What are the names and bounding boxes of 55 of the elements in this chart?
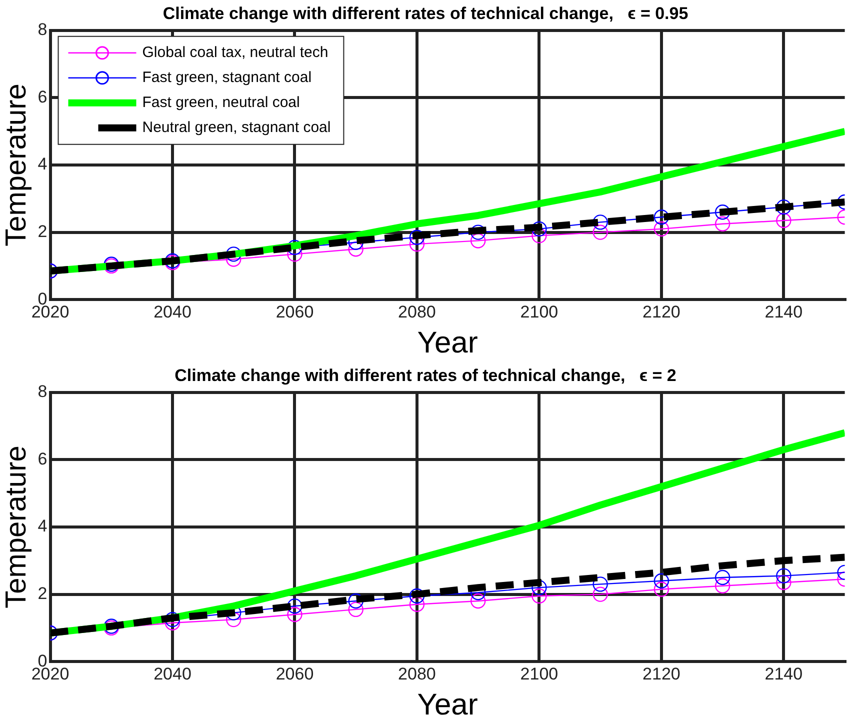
point — [714, 216, 730, 232]
y-tick-label: 2 — [38, 222, 48, 241]
y-axis-title: Temperature — [0, 446, 32, 608]
x-tick-label: 2060 — [276, 302, 314, 322]
point — [776, 212, 792, 228]
chart-title: Climate change with different rates of technical change, ϵ = 0.95 — [162, 4, 688, 23]
x-tick-label: 2080 — [398, 302, 436, 322]
x-tick-label: 2120 — [642, 664, 680, 684]
x-tick-label: 2040 — [154, 664, 192, 684]
point — [776, 568, 792, 584]
legend-label: Global coal tax, neutral tech — [142, 44, 328, 62]
point — [776, 574, 792, 590]
point — [592, 214, 608, 230]
y-tick-label: 2 — [38, 584, 48, 603]
point — [532, 588, 547, 604]
x-tick-label: 2040 — [154, 302, 192, 322]
y-axis-title: Temperature — [0, 84, 32, 246]
y-tick-label: 8 — [38, 20, 48, 40]
legend-label: Fast green, stagnant coal — [142, 69, 312, 86]
x-tick-label: 2060 — [276, 664, 314, 684]
point — [714, 204, 730, 220]
point — [532, 221, 547, 237]
point — [654, 573, 670, 588]
x-tick-label: 2080 — [398, 664, 436, 684]
legend-label: Fast green, neutral coal — [142, 94, 300, 112]
point — [654, 221, 670, 237]
point — [409, 230, 425, 245]
point — [348, 593, 364, 609]
x-axis-title: Year — [417, 326, 478, 360]
point — [409, 588, 425, 604]
x-tick-label: 2120 — [642, 302, 680, 322]
point — [470, 233, 486, 248]
y-tick-label: 6 — [38, 449, 48, 468]
x-tick-label: 2100 — [520, 664, 558, 684]
point — [409, 596, 425, 612]
y-tick-label: 4 — [38, 154, 48, 174]
x-tick-label: 2100 — [520, 302, 558, 322]
x-tick-label: 2140 — [764, 664, 803, 684]
point — [470, 593, 486, 609]
x-axis-title: Year — [417, 688, 478, 722]
point — [592, 224, 608, 240]
point — [592, 576, 608, 592]
point — [654, 582, 670, 597]
point — [714, 570, 730, 586]
x-tick-label: 2140 — [764, 302, 803, 322]
y-tick-label: 6 — [38, 87, 48, 106]
point — [348, 242, 364, 257]
point — [287, 606, 302, 622]
y-tick-label: 8 — [38, 382, 48, 402]
legend-label: Neutral green, stagnant coal — [142, 119, 331, 136]
point — [348, 602, 364, 618]
y-tick-label: 4 — [38, 516, 48, 536]
point — [714, 578, 730, 594]
point — [592, 586, 608, 602]
chart-title: Climate change with different rates of technical change, ϵ = 2 — [174, 366, 676, 385]
